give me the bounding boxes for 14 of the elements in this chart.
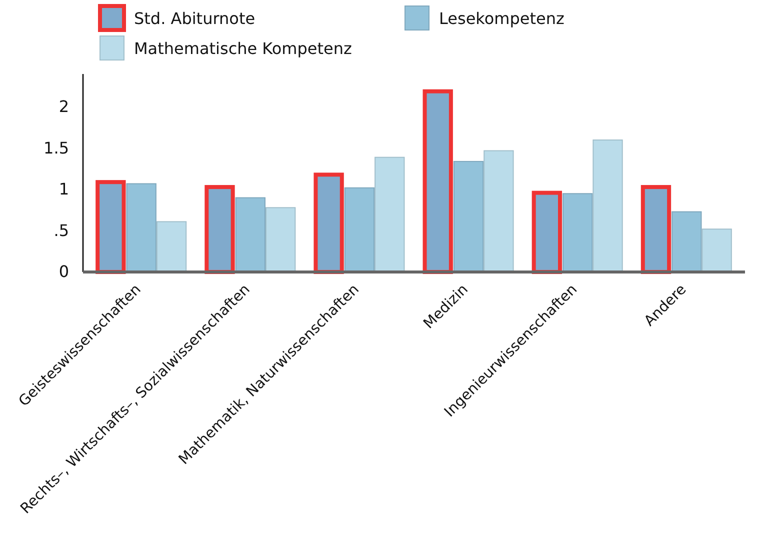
bar [484, 150, 514, 272]
y-tick-label: .5 [54, 220, 69, 240]
bar [156, 221, 187, 272]
legend-label: Lesekompetenz [439, 9, 564, 28]
bar [265, 207, 296, 272]
y-tick-label: 1.5 [44, 138, 69, 158]
legend-label: Mathematische Kompetenz [134, 39, 352, 58]
bar [374, 156, 405, 272]
bar [592, 140, 623, 272]
y-tick-label: 0 [58, 262, 69, 282]
legend-label: Std. Abiturnote [134, 9, 256, 28]
bar [702, 228, 732, 272]
y-tick-label: 1 [58, 180, 69, 199]
y-tick-label: 2 [58, 97, 69, 116]
